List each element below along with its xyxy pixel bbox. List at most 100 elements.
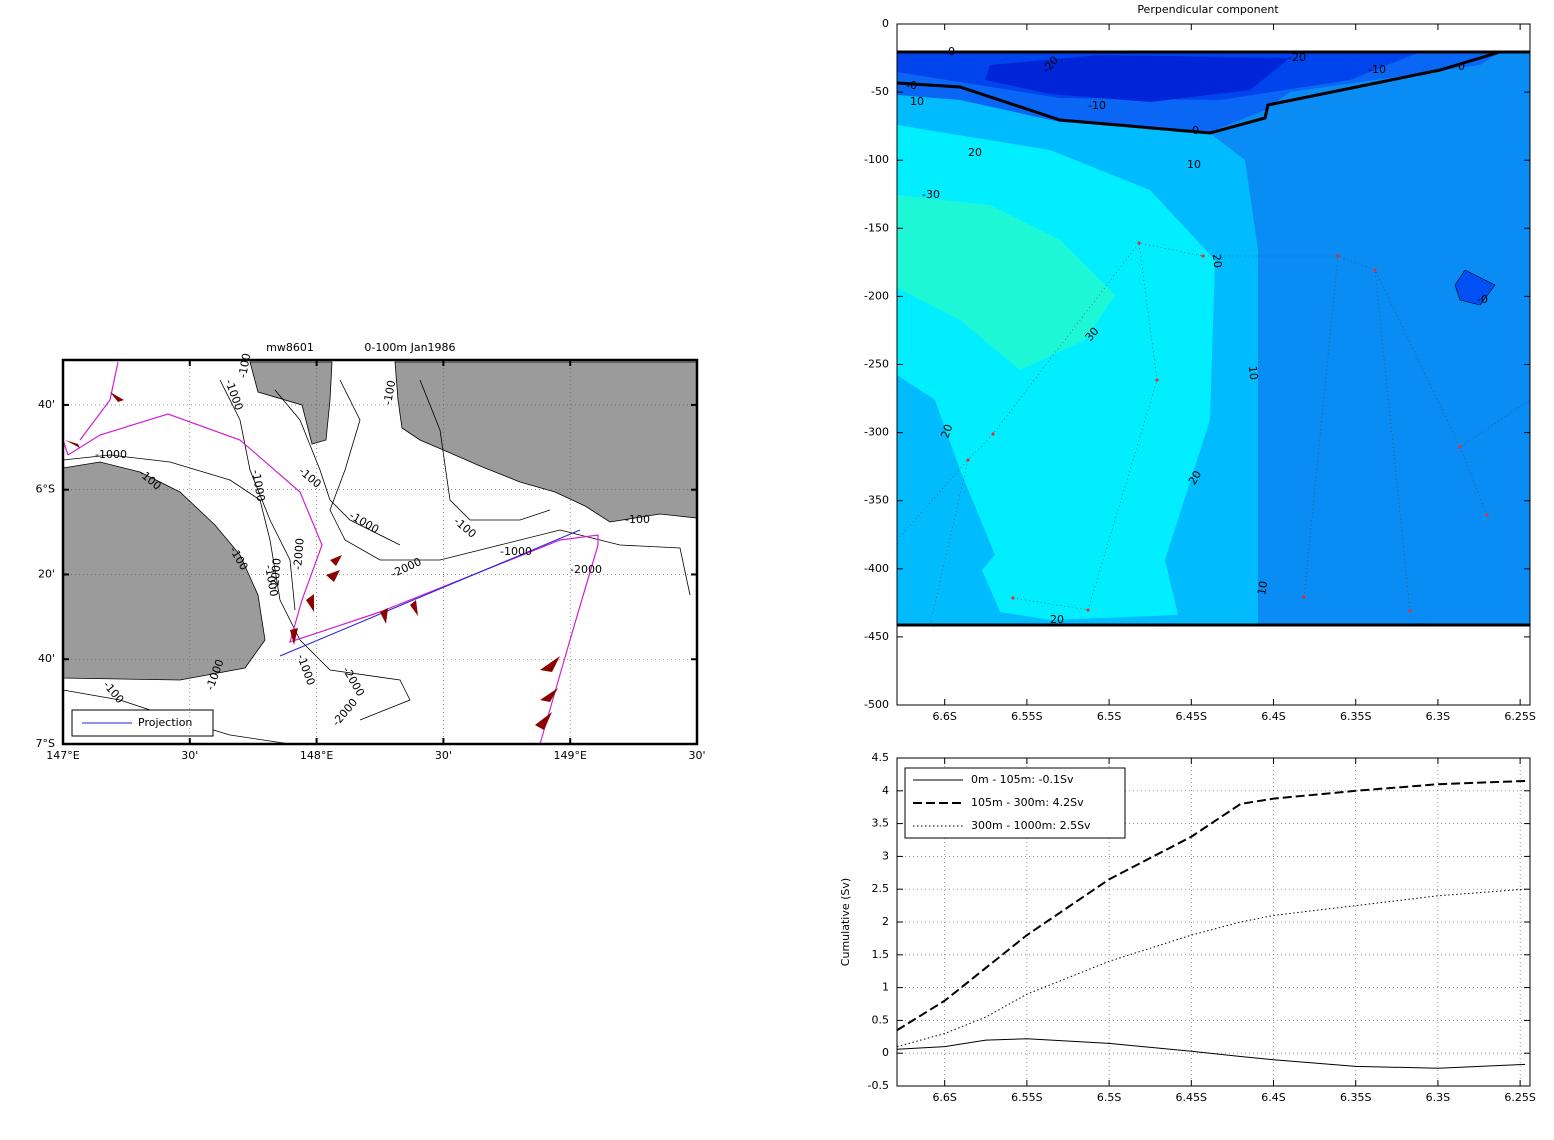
x-tick-label: 6.45S bbox=[1176, 710, 1207, 723]
x-tick-label: 6.5S bbox=[1097, 710, 1121, 723]
contour-title: Perpendicular component bbox=[1137, 3, 1279, 16]
y-tick-label: 0 bbox=[882, 17, 889, 30]
contour-label: 0 bbox=[948, 45, 955, 58]
x-tick-label: 30' bbox=[181, 749, 198, 762]
x-tick-label: 6.3S bbox=[1426, 1091, 1450, 1104]
plot-frame bbox=[896, 757, 1531, 1087]
contour-label: 20 bbox=[938, 422, 955, 440]
current-arrows bbox=[65, 392, 560, 730]
contour-label: 0 bbox=[1192, 124, 1199, 137]
contour-label: -100 bbox=[381, 379, 398, 406]
contour-label: -10 bbox=[1088, 99, 1106, 112]
legend-label: 0m - 105m: -0.1Sv bbox=[971, 773, 1074, 786]
contour-label: 10 bbox=[1246, 365, 1260, 380]
ship-track bbox=[67, 413, 599, 745]
contour-layer: 0 -20 -20 -10 0 -0 10 -10 0 20 10 -30 20… bbox=[896, 3, 1531, 627]
x-tick-label: 148°E bbox=[300, 749, 333, 762]
contour-label: 20 bbox=[1050, 613, 1064, 626]
y-tick-label: -150 bbox=[864, 221, 889, 234]
contour-label: -0 bbox=[906, 79, 917, 92]
y-tick-label: 0 bbox=[882, 1046, 889, 1059]
land bbox=[394, 361, 698, 523]
x-tick-label: 30' bbox=[688, 749, 705, 762]
map-layer: Projection mw8601 0-100m Jan1986 -1000 -… bbox=[62, 341, 698, 745]
x-tick-label: 6.6S bbox=[932, 710, 956, 723]
y-tick-label: 20' bbox=[38, 567, 55, 580]
contour-label: 20 bbox=[968, 146, 982, 159]
series-line bbox=[896, 1038, 1526, 1069]
contour-label: 20 bbox=[1186, 468, 1204, 487]
legend-label: 300m - 1000m: 2.5Sv bbox=[971, 819, 1091, 832]
y-tick-label: 6°S bbox=[36, 483, 55, 496]
legend-label: Projection bbox=[138, 716, 192, 729]
y-tick-label: -200 bbox=[864, 289, 889, 302]
contour-fill bbox=[985, 55, 1290, 102]
zero-contour bbox=[896, 50, 1501, 135]
plot-frame bbox=[896, 23, 1531, 706]
land bbox=[249, 361, 333, 445]
contour-label: -2000 bbox=[268, 558, 284, 591]
contour-fill bbox=[1454, 269, 1496, 306]
y-tick-label: -0.5 bbox=[868, 1079, 889, 1092]
y-tick-label: 0.5 bbox=[872, 1013, 890, 1026]
station-lines bbox=[896, 242, 1531, 626]
contour-label: -20 bbox=[1288, 51, 1306, 64]
y-tick-label: 3.5 bbox=[872, 817, 890, 830]
land bbox=[62, 461, 266, 681]
contour-label: 20 bbox=[1210, 253, 1224, 268]
plot-frame bbox=[61, 358, 699, 746]
map-subtitle: 0-100m Jan1986 bbox=[364, 341, 455, 354]
y-tick-label: -300 bbox=[864, 426, 889, 439]
contour-label: -0 bbox=[1477, 293, 1488, 306]
map-title: mw8601 bbox=[266, 341, 314, 354]
x-tick-label: 6.6S bbox=[932, 1091, 956, 1104]
x-tick-label: 6.5S bbox=[1097, 1091, 1121, 1104]
contour-label: -10 bbox=[1368, 63, 1386, 76]
contour-label: 10 bbox=[910, 95, 924, 108]
y-tick-label: 2.5 bbox=[872, 882, 890, 895]
y-tick-label: 3 bbox=[882, 849, 889, 862]
x-tick-label: 30' bbox=[435, 749, 452, 762]
contour-fill bbox=[897, 195, 1115, 370]
contour-label: -1000 bbox=[262, 564, 280, 598]
y-tick-label: -250 bbox=[864, 358, 889, 371]
x-tick-label: 149°E bbox=[553, 749, 586, 762]
y-tick-label: -50 bbox=[871, 85, 889, 98]
series-line bbox=[896, 779, 1526, 1032]
y-axis-label: Cumulative (Sv) bbox=[839, 878, 852, 966]
contour-label: -1000 bbox=[249, 469, 267, 503]
y-tick-label: 40' bbox=[38, 398, 55, 411]
contour-labels: 0 -20 -20 -10 0 -0 10 -10 0 20 10 -30 20… bbox=[906, 45, 1488, 626]
ship-track bbox=[79, 361, 119, 441]
y-tick-label: 1 bbox=[882, 981, 889, 994]
y-tick-label: 40' bbox=[38, 652, 55, 665]
contour-label: -2000 bbox=[291, 538, 307, 571]
y-tick-label: -350 bbox=[864, 494, 889, 507]
contour-label: 0 bbox=[1458, 60, 1465, 73]
contour-label: 10 bbox=[1255, 580, 1270, 596]
y-tick-label: -400 bbox=[864, 562, 889, 575]
x-tick-label: 6.35S bbox=[1340, 1091, 1371, 1104]
x-tick-label: 6.4S bbox=[1261, 1091, 1285, 1104]
y-tick-label: 4 bbox=[882, 784, 889, 797]
x-tick-label: 6.55S bbox=[1011, 710, 1042, 723]
x-tick-label: 6.25S bbox=[1504, 1091, 1535, 1104]
y-tick-label: -500 bbox=[864, 698, 889, 711]
y-tick-label: 4.5 bbox=[872, 751, 890, 764]
x-tick-label: 6.45S bbox=[1176, 1091, 1207, 1104]
map-contour-labels: -1000 -100 -100 -1000 -100 -1000 -100 -1… bbox=[95, 352, 650, 729]
x-tick-label: 6.3S bbox=[1426, 710, 1450, 723]
y-tick-label: -450 bbox=[864, 630, 889, 643]
contour-label: -1000 bbox=[95, 448, 127, 461]
x-tick-label: 6.55S bbox=[1011, 1091, 1042, 1104]
contour-label: -2000 bbox=[570, 563, 602, 576]
contour-label: -100 bbox=[625, 513, 650, 526]
x-tick-label: 6.25S bbox=[1504, 710, 1535, 723]
stations bbox=[966, 241, 1489, 613]
x-tick-label: 6.4S bbox=[1261, 710, 1285, 723]
y-tick-label: -100 bbox=[864, 153, 889, 166]
y-tick-label: 2 bbox=[882, 915, 889, 928]
contour-label: -30 bbox=[922, 188, 940, 201]
contour-label: -1000 bbox=[500, 545, 532, 558]
